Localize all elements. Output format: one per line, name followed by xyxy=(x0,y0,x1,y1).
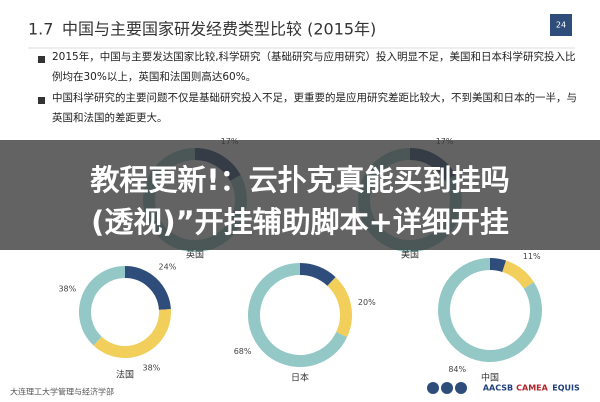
section-number: 1.7 xyxy=(28,20,53,39)
chart-label: 法国 xyxy=(116,369,134,381)
segment-label: 20% xyxy=(358,298,376,307)
logos: AACSB CAMEA EQUIS xyxy=(427,382,580,394)
segment-label: 11% xyxy=(523,252,541,261)
segment-label: 84% xyxy=(448,365,466,374)
donut-segment xyxy=(248,263,348,367)
segment-label: 24% xyxy=(159,262,177,271)
bullet-text: 2015年，中国与主要发达国家比较,科学研究（基础研究与应用研究）投入明显不足，… xyxy=(52,51,576,83)
banner-line: (透视)”开挂辅助脚本+详细开挂 xyxy=(91,205,509,239)
donut-segment xyxy=(124,266,171,311)
banner-line: 教程更新!：云扑克真能买到挂吗 xyxy=(90,163,509,197)
chart-label: 英国 xyxy=(186,249,204,261)
logo: AACSB xyxy=(483,384,513,393)
slide-title: 中国与主要国家研发经费类型比较 (2015年) xyxy=(62,20,376,39)
logo: EQUIS xyxy=(552,384,580,393)
chart-label: 中国 xyxy=(481,372,499,384)
donut-segment xyxy=(438,258,542,362)
bullet-marker xyxy=(38,97,45,104)
bullet-text: 中国科学研究的主要问题不仅是基础研究投入不足，更重要的是应用研究差距比较大，不到… xyxy=(52,92,577,124)
banner xyxy=(0,140,600,250)
institution: 大连理工大学管理与经济学部 xyxy=(10,387,114,397)
chart-label: 美国 xyxy=(401,249,419,261)
segment-label: 38% xyxy=(58,285,76,294)
donut-segment xyxy=(327,277,352,338)
donut-segment xyxy=(93,309,171,358)
logo-emblem xyxy=(441,382,453,394)
segment-label: 38% xyxy=(143,364,161,373)
page-number: 24 xyxy=(556,21,566,30)
page-badge xyxy=(550,14,572,36)
bullet-marker xyxy=(38,56,45,63)
donut-segment xyxy=(502,260,534,289)
segment-label: 68% xyxy=(234,347,252,356)
donut-segment xyxy=(489,258,507,273)
chart-label: 日本 xyxy=(291,372,309,384)
donut-segment xyxy=(79,266,126,346)
donut-segment xyxy=(299,263,336,287)
logo: CAMEA xyxy=(516,384,548,393)
logo-emblem xyxy=(427,382,439,394)
logo-emblem xyxy=(455,382,467,394)
